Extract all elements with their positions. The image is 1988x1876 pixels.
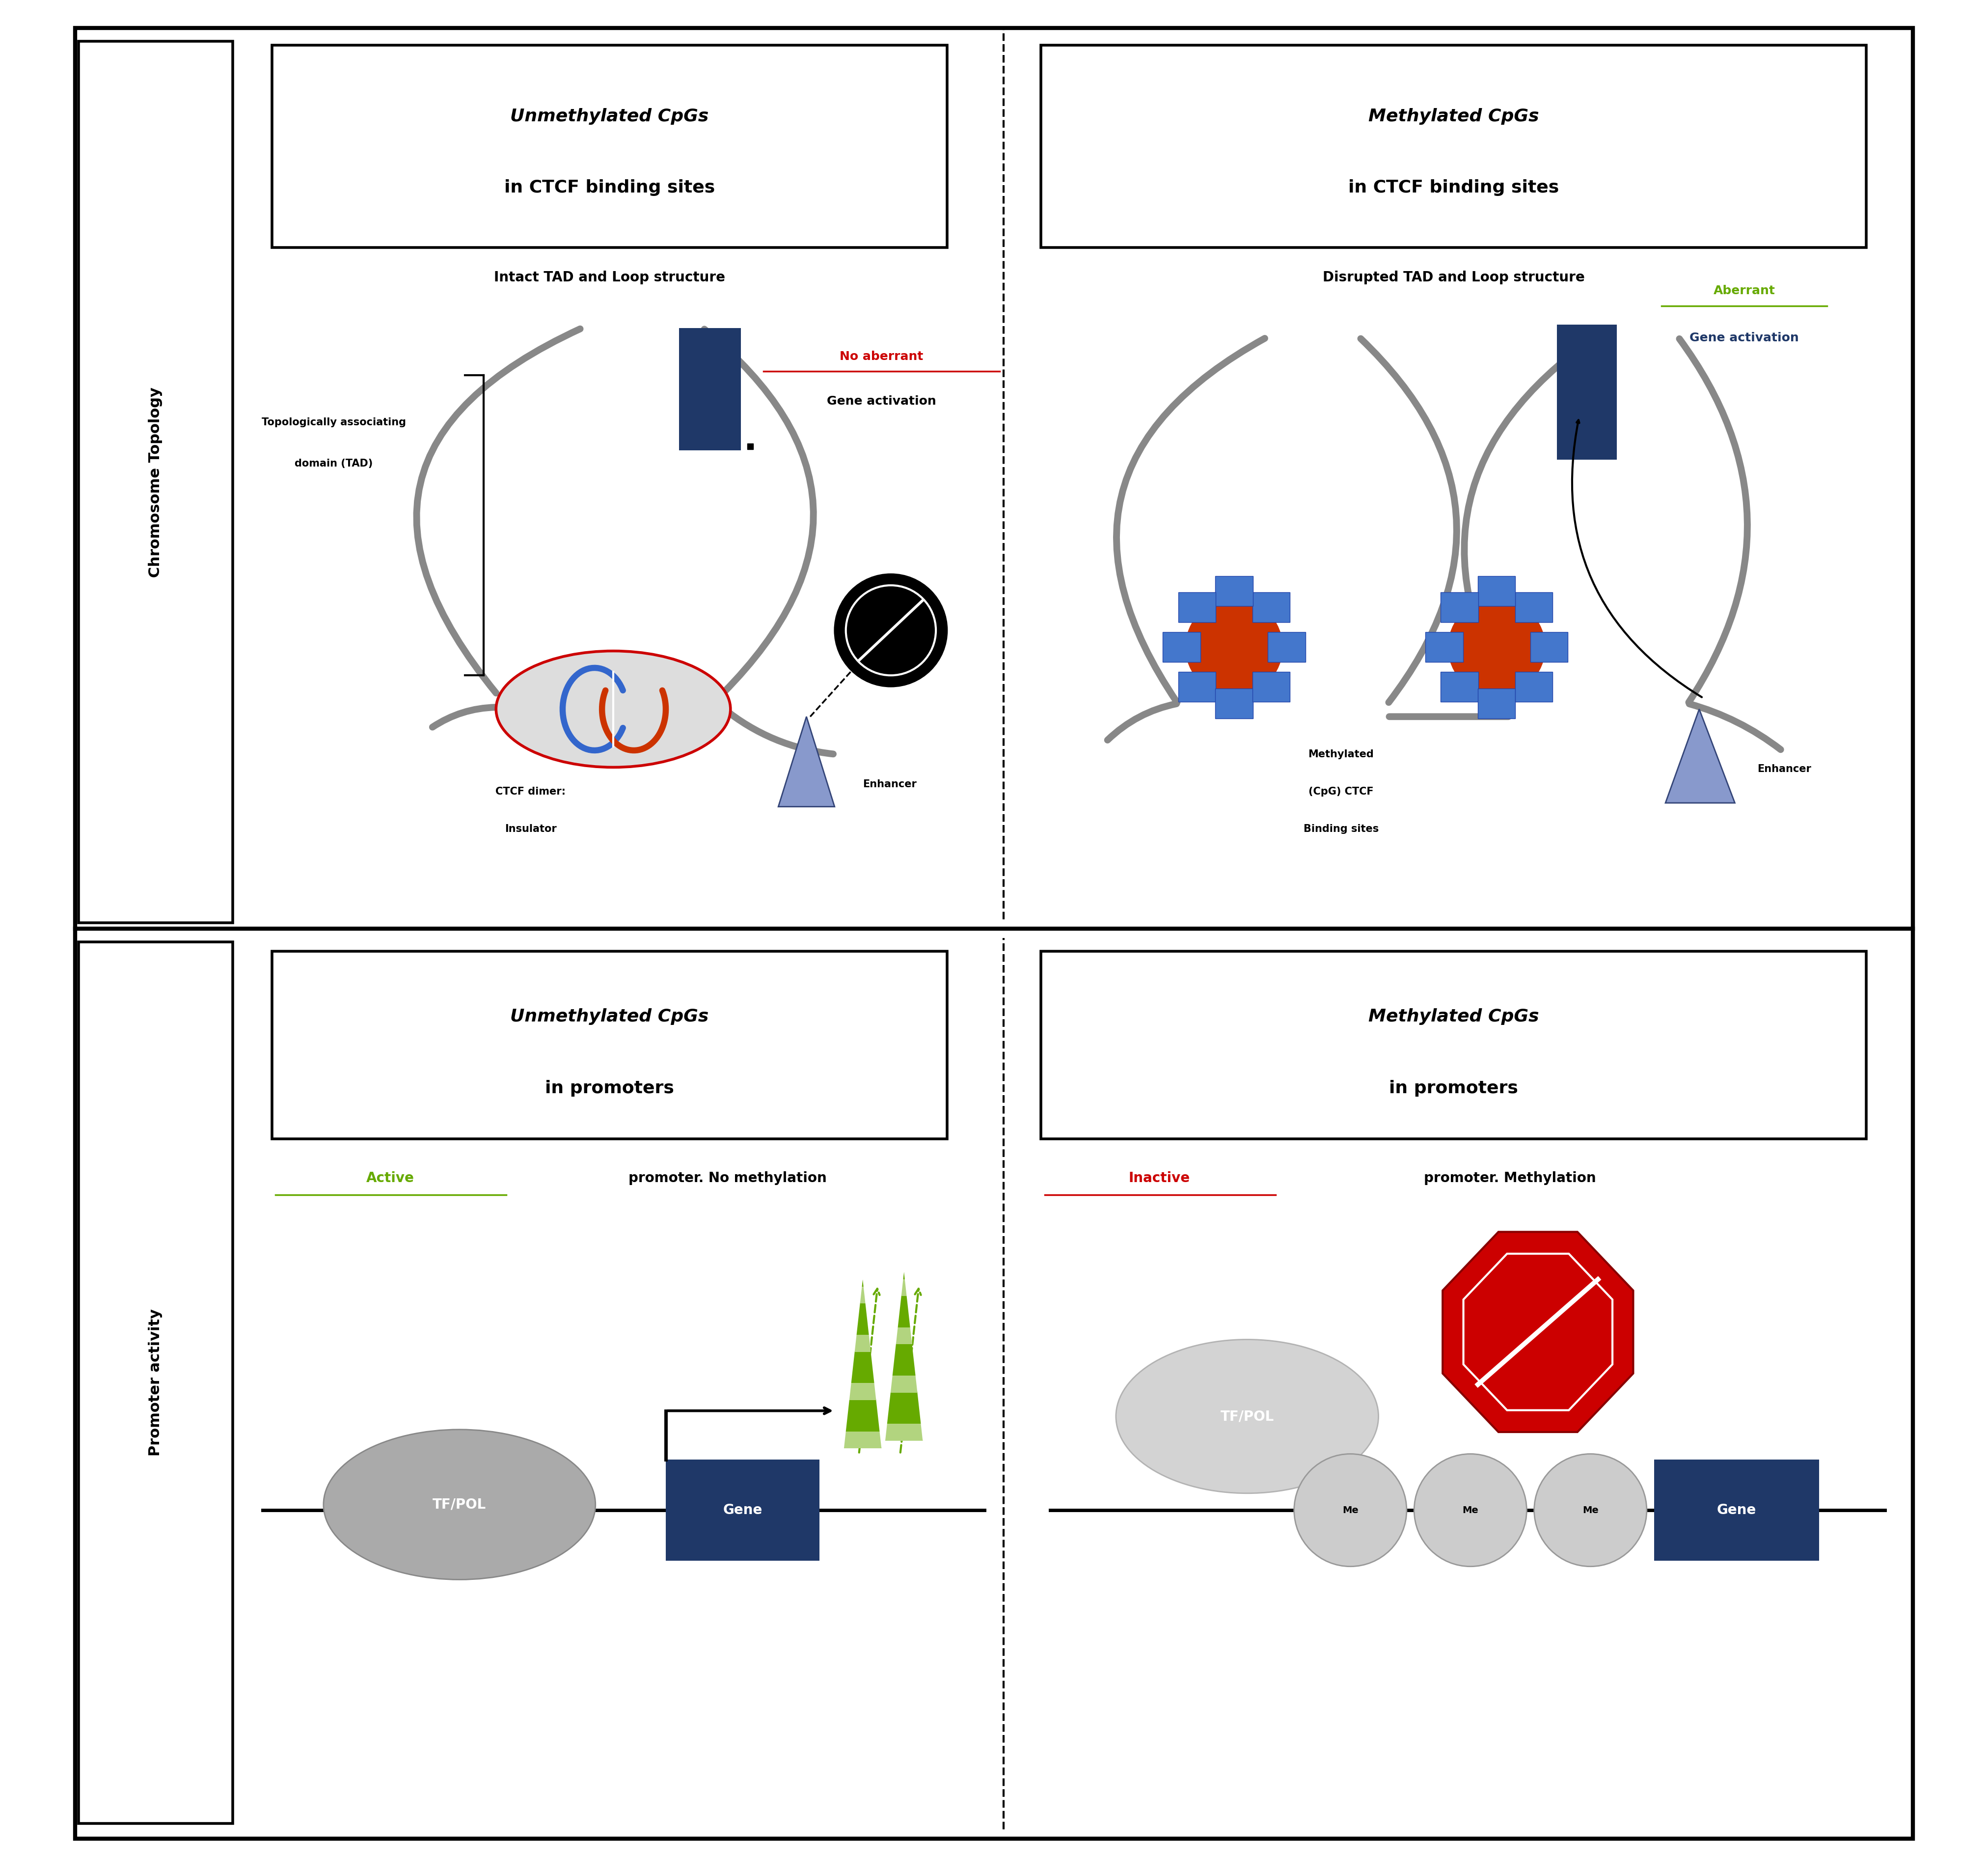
Bar bbox=[897, 1328, 912, 1345]
Circle shape bbox=[1185, 598, 1282, 696]
Text: TF/POL: TF/POL bbox=[433, 1497, 487, 1512]
Polygon shape bbox=[1666, 709, 1736, 803]
Bar bbox=[849, 1383, 877, 1399]
Bar bbox=[901, 1279, 907, 1296]
Text: in promoters: in promoters bbox=[545, 1081, 674, 1096]
Bar bbox=[272, 951, 946, 1139]
Text: Me: Me bbox=[1463, 1506, 1479, 1514]
Ellipse shape bbox=[1115, 1339, 1378, 1493]
Bar bbox=[1179, 672, 1217, 702]
Polygon shape bbox=[1463, 1253, 1612, 1411]
Text: (CpG) CTCF: (CpG) CTCF bbox=[1308, 786, 1374, 797]
Bar bbox=[1252, 593, 1290, 623]
Bar bbox=[1042, 951, 1867, 1139]
Polygon shape bbox=[885, 1272, 922, 1441]
Bar bbox=[80, 942, 233, 1823]
Polygon shape bbox=[779, 717, 835, 807]
Bar bbox=[1425, 632, 1463, 662]
Text: Enhancer: Enhancer bbox=[1757, 764, 1811, 775]
Text: Unmethylated CpGs: Unmethylated CpGs bbox=[511, 1009, 710, 1024]
Text: promoter. Methylation: promoter. Methylation bbox=[1423, 1171, 1596, 1186]
Bar bbox=[1268, 632, 1306, 662]
Text: Methylated CpGs: Methylated CpGs bbox=[1368, 109, 1539, 124]
Text: Topologically associating: Topologically associating bbox=[262, 416, 406, 428]
Ellipse shape bbox=[324, 1430, 596, 1580]
Text: in CTCF binding sites: in CTCF binding sites bbox=[1348, 180, 1559, 195]
Bar bbox=[845, 1431, 881, 1448]
Circle shape bbox=[845, 585, 936, 675]
Circle shape bbox=[1471, 621, 1523, 673]
Bar bbox=[1441, 672, 1479, 702]
Text: Unmethylated CpGs: Unmethylated CpGs bbox=[511, 109, 710, 124]
Bar bbox=[861, 1287, 865, 1304]
Text: Methylated CpGs: Methylated CpGs bbox=[1368, 1009, 1539, 1024]
Circle shape bbox=[1294, 1454, 1408, 1566]
Bar bbox=[80, 41, 233, 923]
Text: Intact TAD and Loop structure: Intact TAD and Loop structure bbox=[493, 270, 726, 285]
Bar bbox=[1477, 576, 1515, 606]
Bar bbox=[666, 1460, 819, 1561]
Bar bbox=[1441, 593, 1479, 623]
Text: Insulator: Insulator bbox=[505, 824, 557, 835]
Bar bbox=[1557, 325, 1616, 460]
Bar bbox=[1531, 632, 1569, 662]
Circle shape bbox=[835, 574, 946, 687]
Bar bbox=[1179, 593, 1217, 623]
Bar bbox=[1042, 45, 1867, 248]
Text: Gene activation: Gene activation bbox=[1690, 332, 1799, 343]
Text: Promoter activity: Promoter activity bbox=[149, 1309, 163, 1456]
Text: promoter. No methylation: promoter. No methylation bbox=[628, 1171, 827, 1186]
Bar bbox=[1215, 576, 1252, 606]
Bar bbox=[1163, 632, 1201, 662]
Text: in promoters: in promoters bbox=[1390, 1081, 1519, 1096]
Bar bbox=[1515, 672, 1553, 702]
Text: Active: Active bbox=[366, 1171, 414, 1186]
Text: Disrupted TAD and Loop structure: Disrupted TAD and Loop structure bbox=[1322, 270, 1584, 285]
Bar bbox=[1215, 688, 1252, 719]
Text: Enhancer: Enhancer bbox=[863, 779, 916, 790]
Bar bbox=[855, 1336, 871, 1353]
Text: in CTCF binding sites: in CTCF binding sites bbox=[505, 180, 716, 195]
Polygon shape bbox=[845, 1279, 881, 1448]
Circle shape bbox=[1209, 621, 1260, 673]
Text: Chromosome Topology: Chromosome Topology bbox=[149, 386, 163, 578]
Text: Binding sites: Binding sites bbox=[1304, 824, 1378, 835]
Text: TF/POL: TF/POL bbox=[1221, 1409, 1274, 1424]
Text: Inactive: Inactive bbox=[1129, 1171, 1189, 1186]
Circle shape bbox=[1413, 1454, 1527, 1566]
Text: CTCF dimer:: CTCF dimer: bbox=[495, 786, 567, 797]
Text: domain (TAD): domain (TAD) bbox=[294, 458, 374, 469]
Circle shape bbox=[1535, 1454, 1646, 1566]
Text: Gene: Gene bbox=[1718, 1503, 1757, 1518]
Text: Gene: Gene bbox=[724, 1503, 761, 1518]
Text: No aberrant: No aberrant bbox=[839, 351, 922, 362]
Text: Methylated: Methylated bbox=[1308, 749, 1374, 760]
Text: Gene activation: Gene activation bbox=[827, 396, 936, 407]
Bar bbox=[1515, 593, 1553, 623]
Text: Aberrant: Aberrant bbox=[1714, 285, 1775, 296]
Bar bbox=[1252, 672, 1290, 702]
Bar bbox=[885, 1424, 922, 1441]
Bar bbox=[891, 1375, 916, 1392]
Circle shape bbox=[1447, 598, 1545, 696]
Ellipse shape bbox=[497, 651, 730, 767]
Text: Me: Me bbox=[1342, 1506, 1358, 1514]
Bar bbox=[680, 328, 742, 450]
Bar bbox=[1654, 1460, 1819, 1561]
Bar bbox=[272, 45, 946, 248]
Bar bbox=[1477, 688, 1515, 719]
Polygon shape bbox=[1443, 1233, 1634, 1431]
Text: Me: Me bbox=[1582, 1506, 1598, 1514]
